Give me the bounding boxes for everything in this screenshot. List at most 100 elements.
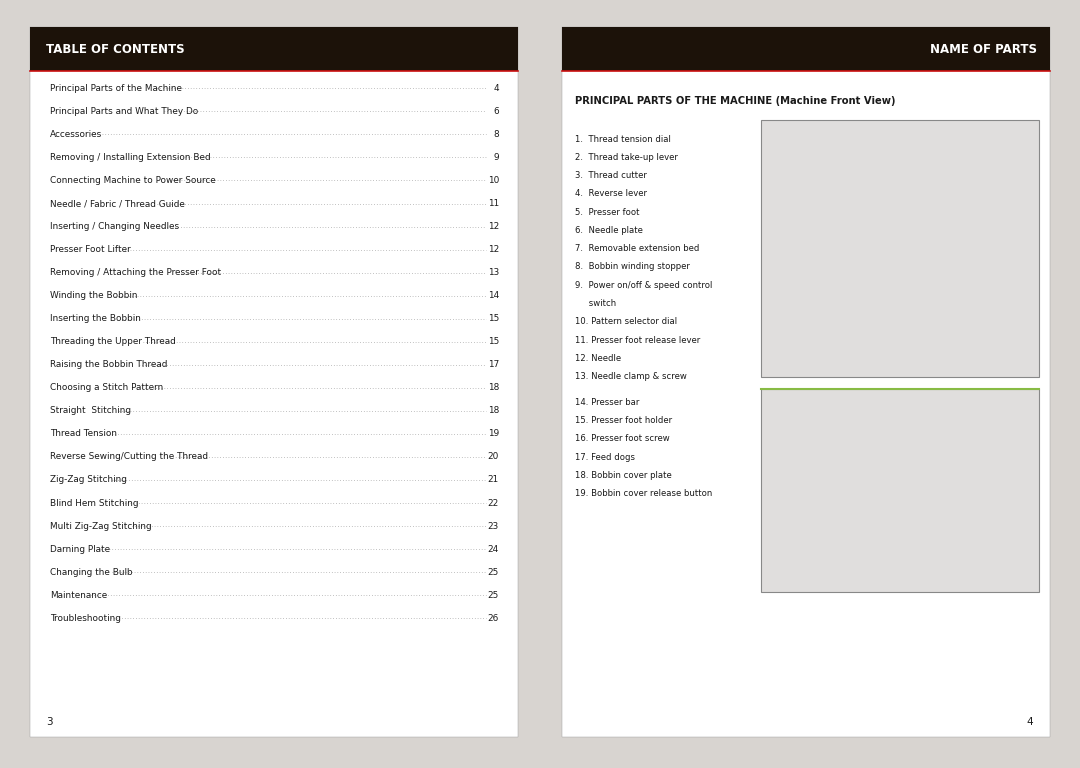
Text: 12: 12 <box>488 222 499 231</box>
FancyBboxPatch shape <box>831 175 875 194</box>
Text: Blind Hem Stitching: Blind Hem Stitching <box>50 498 138 508</box>
Text: 10. Pattern selector dial: 10. Pattern selector dial <box>575 317 677 326</box>
Circle shape <box>950 233 1000 280</box>
Text: 14: 14 <box>488 291 499 300</box>
Text: PRINCIPAL PARTS OF THE MACHINE (Machine Front View): PRINCIPAL PARTS OF THE MACHINE (Machine … <box>575 95 895 106</box>
Text: Accessories: Accessories <box>50 130 102 139</box>
Text: Darning Plate: Darning Plate <box>50 545 110 554</box>
Text: 20: 20 <box>488 452 499 462</box>
FancyBboxPatch shape <box>778 458 1011 588</box>
Text: 11: 11 <box>1025 474 1036 482</box>
Text: NAME OF PARTS: NAME OF PARTS <box>930 43 1037 55</box>
Text: 12. Needle: 12. Needle <box>575 354 621 362</box>
Text: 15: 15 <box>488 337 499 346</box>
Text: 9: 9 <box>494 153 499 162</box>
Text: 17: 17 <box>488 360 499 369</box>
FancyBboxPatch shape <box>762 180 1029 368</box>
Text: 1.  Thread tension dial: 1. Thread tension dial <box>575 134 671 144</box>
Text: 3.  Thread cutter: 3. Thread cutter <box>575 171 647 180</box>
Text: 15. Presser foot holder: 15. Presser foot holder <box>575 416 672 425</box>
Text: 18: 18 <box>487 406 499 415</box>
Text: 4: 4 <box>843 243 849 252</box>
Text: 25: 25 <box>488 568 499 577</box>
Circle shape <box>945 435 984 464</box>
Text: 18: 18 <box>777 549 787 558</box>
Text: Needle / Fabric / Thread Guide: Needle / Fabric / Thread Guide <box>50 199 185 208</box>
Text: Inserting / Changing Needles: Inserting / Changing Needles <box>50 222 179 231</box>
Text: 11. Presser foot release lever: 11. Presser foot release lever <box>575 336 700 345</box>
Bar <box>852 502 853 584</box>
Text: 23: 23 <box>488 521 499 531</box>
FancyBboxPatch shape <box>770 205 928 220</box>
Text: Principal Parts of the Machine: Principal Parts of the Machine <box>50 84 181 93</box>
Text: 14. Presser bar: 14. Presser bar <box>575 398 639 407</box>
Text: 13. Needle clamp & screw: 13. Needle clamp & screw <box>575 372 687 381</box>
Text: 22: 22 <box>488 498 499 508</box>
FancyBboxPatch shape <box>786 225 809 257</box>
Bar <box>823 527 828 568</box>
FancyBboxPatch shape <box>967 171 1016 205</box>
Text: Maintenance: Maintenance <box>50 591 107 600</box>
FancyBboxPatch shape <box>820 537 892 558</box>
Text: Principal Parts and What They Do: Principal Parts and What They Do <box>50 107 198 116</box>
Text: 6: 6 <box>494 107 499 116</box>
Text: 10: 10 <box>488 176 499 185</box>
Text: 3: 3 <box>46 717 53 727</box>
Text: 4: 4 <box>1027 717 1034 727</box>
FancyBboxPatch shape <box>825 435 887 555</box>
Circle shape <box>1007 144 1026 162</box>
Text: 12: 12 <box>1025 441 1036 450</box>
Text: Removing / Attaching the Presser Foot: Removing / Attaching the Presser Foot <box>50 268 220 277</box>
Text: 19: 19 <box>777 574 787 582</box>
Text: 4: 4 <box>494 84 499 93</box>
Text: 18. Bobbin cover plate: 18. Bobbin cover plate <box>575 471 672 480</box>
Text: Raising the Bobbin Thread: Raising the Bobbin Thread <box>50 360 167 369</box>
Text: 7.  Removable extension bed: 7. Removable extension bed <box>575 244 699 253</box>
FancyBboxPatch shape <box>1003 137 1030 169</box>
Text: 8.  Bobbin winding stopper: 8. Bobbin winding stopper <box>575 263 689 271</box>
Circle shape <box>939 223 1011 290</box>
Text: 26: 26 <box>488 614 499 623</box>
FancyBboxPatch shape <box>792 513 950 578</box>
Text: 6: 6 <box>1028 516 1034 525</box>
Text: 11: 11 <box>488 199 499 208</box>
Bar <box>839 527 845 568</box>
FancyBboxPatch shape <box>762 134 960 227</box>
Text: 15: 15 <box>488 314 499 323</box>
Text: 25: 25 <box>488 591 499 600</box>
Text: switch: switch <box>575 299 616 308</box>
Text: Straight  Stitching: Straight Stitching <box>50 406 131 415</box>
Text: 13: 13 <box>1025 409 1036 418</box>
Bar <box>873 527 878 568</box>
Text: 16: 16 <box>777 474 787 482</box>
Text: Presser Foot Lifter: Presser Foot Lifter <box>50 245 131 254</box>
Text: 5: 5 <box>1028 549 1034 558</box>
Bar <box>989 180 995 198</box>
Text: 13: 13 <box>488 268 499 277</box>
Text: Connecting Machine to Power Source: Connecting Machine to Power Source <box>50 176 215 185</box>
Text: 9.  Power on/off & speed control: 9. Power on/off & speed control <box>575 281 712 290</box>
Text: Removing / Installing Extension Bed: Removing / Installing Extension Bed <box>50 153 211 162</box>
Circle shape <box>958 541 970 549</box>
Text: 15: 15 <box>777 441 787 450</box>
Circle shape <box>791 165 805 177</box>
Text: 10: 10 <box>1027 262 1039 271</box>
Text: 24: 24 <box>488 545 499 554</box>
Text: 17. Feed dogs: 17. Feed dogs <box>575 453 635 462</box>
Text: 17: 17 <box>777 506 787 515</box>
Bar <box>848 399 858 460</box>
Text: 1: 1 <box>843 155 849 164</box>
Text: 21: 21 <box>488 475 499 485</box>
Text: 4.  Reverse lever: 4. Reverse lever <box>575 190 647 198</box>
Circle shape <box>939 527 989 564</box>
Circle shape <box>782 157 813 185</box>
Text: 6.  Needle plate: 6. Needle plate <box>575 226 643 235</box>
Text: 19: 19 <box>488 429 499 439</box>
Text: 19. Bobbin cover release button: 19. Bobbin cover release button <box>575 489 712 498</box>
Text: 8: 8 <box>494 130 499 139</box>
Text: 2: 2 <box>843 172 849 181</box>
Text: Winding the Bobbin: Winding the Bobbin <box>50 291 137 300</box>
Bar <box>820 253 831 356</box>
Text: 18: 18 <box>487 383 499 392</box>
Circle shape <box>955 442 974 457</box>
